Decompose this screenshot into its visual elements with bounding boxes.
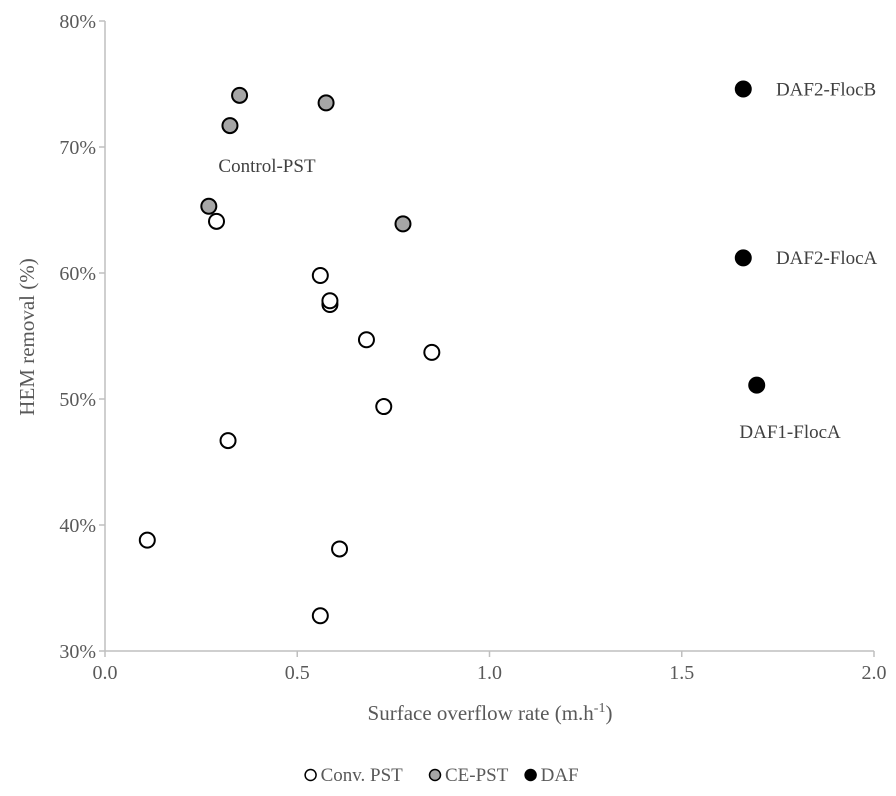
point-conv-pst xyxy=(311,607,329,625)
y-tick-label: 60% xyxy=(59,263,96,285)
point-ce-pst xyxy=(221,117,239,135)
legend-marker-daf xyxy=(524,768,537,782)
point-ce-pst xyxy=(394,215,412,233)
annotation-label: Control-PST xyxy=(218,156,316,177)
legend-marker-conv-pst xyxy=(304,768,317,782)
point-conv-pst xyxy=(321,292,339,310)
data-points xyxy=(138,80,766,625)
point-daf xyxy=(734,80,752,98)
point-conv-pst xyxy=(357,331,375,349)
y-axis-label: HEM removal (%) xyxy=(15,258,39,415)
legend: Conv. PST CE-PST DAF xyxy=(304,765,579,786)
x-axis-label-superscript: -1 xyxy=(594,701,606,716)
legend-label: Conv. PST xyxy=(321,765,404,786)
axes xyxy=(104,21,874,652)
x-axis-label-main: Surface overflow rate (m.h xyxy=(368,701,595,725)
point-conv-pst xyxy=(423,343,441,361)
point-conv-pst xyxy=(331,540,349,558)
legend-marker-ce-pst xyxy=(428,768,442,782)
legend-label: CE-PST xyxy=(445,765,509,786)
x-axis-label: Surface overflow rate (m.h-1) xyxy=(368,701,613,725)
x-axis-label-end: ) xyxy=(605,701,612,725)
point-daf xyxy=(734,249,752,267)
y-tick-label: 30% xyxy=(59,641,96,663)
point-ce-pst xyxy=(231,86,249,104)
annotation-label: DAF2-FlocA xyxy=(776,248,878,269)
x-tick-labels: 0.0 0.5 1.0 1.5 2.0 xyxy=(93,651,887,684)
annotation-label: DAF2-FlocB xyxy=(776,79,876,100)
point-daf xyxy=(748,376,766,394)
point-conv-pst xyxy=(219,432,237,450)
y-tick-label: 80% xyxy=(59,11,96,33)
y-tick-label: 40% xyxy=(59,515,96,537)
x-tick-label: 1.5 xyxy=(669,662,694,684)
point-conv-pst xyxy=(311,267,329,285)
annotation-label: DAF1-FlocA xyxy=(739,422,841,443)
y-tick-label: 70% xyxy=(59,137,96,159)
y-tick-label: 50% xyxy=(59,389,96,411)
point-conv-pst xyxy=(138,531,156,549)
annotations: Control-PST DAF2-FlocB DAF2-FlocA DAF1-Floc… xyxy=(218,79,877,443)
point-conv-pst xyxy=(375,398,393,416)
point-ce-pst xyxy=(317,94,335,112)
y-tick-labels: 30% 40% 50% 60% 70% 80% xyxy=(59,11,105,663)
x-tick-label: 2.0 xyxy=(862,662,887,684)
x-tick-label: 0.0 xyxy=(93,662,118,684)
legend-label: DAF xyxy=(541,765,579,786)
x-tick-label: 1.0 xyxy=(477,662,502,684)
point-conv-pst xyxy=(208,212,226,230)
point-ce-pst xyxy=(200,197,218,215)
x-tick-label: 0.5 xyxy=(285,662,310,684)
